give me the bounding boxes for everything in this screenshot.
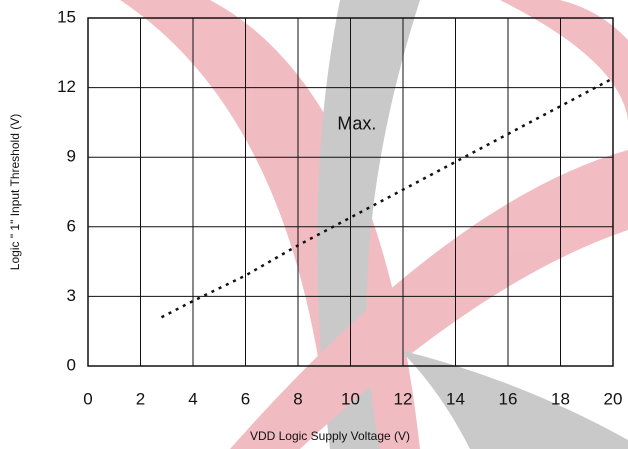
watermark-band xyxy=(230,150,628,449)
watermark-band xyxy=(120,0,420,449)
x-tick-label: 16 xyxy=(499,389,518,408)
y-tick-label: 6 xyxy=(67,216,76,235)
watermark-band xyxy=(317,0,420,449)
watermark xyxy=(120,0,628,449)
annotation: Max. xyxy=(337,113,376,133)
x-axis-title: VDD Logic Supply Voltage (V) xyxy=(250,429,410,443)
x-tick-label: 20 xyxy=(604,389,623,408)
x-tick-label: 6 xyxy=(241,389,250,408)
x-tick-label: 2 xyxy=(136,389,145,408)
data-line xyxy=(160,77,614,319)
x-tick-label: 8 xyxy=(293,389,302,408)
x-tick-label: 10 xyxy=(341,389,360,408)
watermark-band xyxy=(400,350,628,449)
x-tick-label: 14 xyxy=(446,389,465,408)
watermark-band xyxy=(500,0,628,120)
plot-frame xyxy=(87,17,614,367)
y-tick-label: 0 xyxy=(67,355,76,374)
y-tick-label: 15 xyxy=(57,7,76,26)
y-tick-label: 12 xyxy=(57,77,76,96)
x-tick-label: 18 xyxy=(551,389,570,408)
x-tick-label: 0 xyxy=(83,389,92,408)
y-tick-label: 9 xyxy=(67,147,76,166)
y-tick-label: 3 xyxy=(67,286,76,305)
x-tick-label: 12 xyxy=(394,389,413,408)
x-tick-label: 4 xyxy=(188,389,197,408)
y-axis-title: Logic " 1" Input Threshold (V) xyxy=(8,114,22,270)
